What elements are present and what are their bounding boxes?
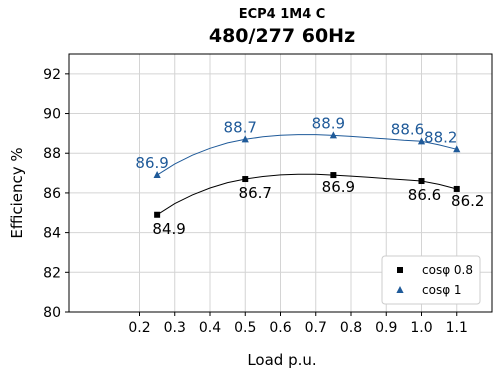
x-tick-label: 0.2 — [128, 320, 150, 336]
x-tick-label: 0.6 — [269, 320, 291, 336]
data-point-square — [330, 172, 337, 179]
y-tick-label: 92 — [43, 67, 61, 83]
legend-box — [381, 255, 481, 305]
data-point-triangle — [153, 171, 161, 179]
data-label: 88.6 — [391, 120, 424, 138]
data-point-square — [242, 176, 249, 183]
x-tick-label: 0.7 — [305, 320, 327, 336]
legend-marker-square — [397, 267, 403, 273]
data-point-square — [418, 178, 425, 185]
x-axis-label: Load p.u. — [247, 351, 316, 369]
legend-label: cosφ 1 — [422, 283, 462, 297]
series-curve — [156, 173, 457, 216]
x-tick-label: 1.1 — [446, 320, 468, 336]
data-label: 86.6 — [408, 186, 441, 204]
x-tick-label: 1.0 — [410, 320, 432, 336]
data-label: 86.7 — [239, 184, 272, 202]
series-markers — [153, 131, 461, 218]
x-tick-label: 0.3 — [164, 320, 186, 336]
legend: cosφ 0.8 cosφ 1 — [381, 255, 481, 305]
series-curves — [156, 134, 457, 216]
data-point-square — [154, 211, 161, 218]
chart-title: ECP4 1M4 C — [239, 7, 326, 22]
chart-subtitle: 480/277 60Hz — [209, 25, 355, 47]
data-label: 88.2 — [424, 128, 457, 146]
y-tick-label: 80 — [43, 305, 61, 321]
legend-marker-triangle — [396, 286, 404, 293]
data-label: 88.9 — [312, 114, 345, 132]
data-label: 86.9 — [322, 178, 355, 196]
y-tick-label: 84 — [43, 226, 61, 242]
y-tick-label: 86 — [43, 186, 61, 202]
data-label: 88.7 — [224, 118, 257, 136]
data-label: 84.9 — [152, 220, 185, 238]
data-point-triangle — [241, 135, 249, 143]
data-label: 86.9 — [135, 154, 168, 172]
data-point-square — [453, 185, 460, 192]
series-curve — [156, 134, 457, 176]
data-point-triangle — [453, 145, 461, 153]
y-axis-ticks: 80 82 84 86 88 90 92 — [43, 67, 69, 321]
data-point-triangle — [417, 137, 426, 145]
legend-label: cosφ 0.8 — [422, 263, 473, 277]
x-tick-label: 0.5 — [234, 320, 256, 336]
y-tick-label: 90 — [43, 107, 61, 123]
y-tick-label: 88 — [43, 146, 61, 162]
x-tick-label: 0.4 — [199, 320, 221, 336]
data-point-triangle — [329, 131, 337, 139]
x-tick-label: 0.8 — [340, 320, 362, 336]
y-axis-label: Efficiency % — [8, 147, 26, 238]
y-tick-label: 82 — [43, 265, 61, 281]
x-tick-label: 0.9 — [375, 320, 397, 336]
data-label: 86.2 — [451, 192, 484, 210]
x-axis-ticks: 0.2 0.3 0.4 0.5 0.6 0.7 0.8 0.9 1.0 1.1 — [128, 312, 468, 336]
data-labels: 84.9 86.7 86.9 86.6 86.2 86.9 88.7 88.9 88.6 88.2 — [135, 114, 484, 237]
